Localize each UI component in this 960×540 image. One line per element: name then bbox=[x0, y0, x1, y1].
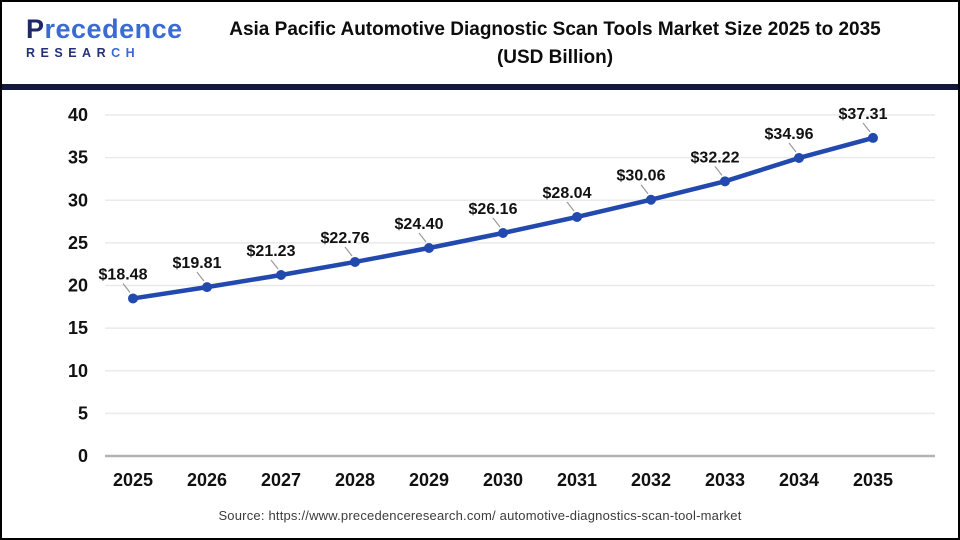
leader-line bbox=[862, 122, 871, 133]
data-point-label: $30.06 bbox=[617, 168, 666, 185]
leader-line bbox=[640, 184, 649, 195]
data-point-label: $37.31 bbox=[839, 106, 888, 123]
y-tick-label: 0 bbox=[78, 446, 88, 466]
leader-line bbox=[418, 232, 427, 243]
logo-wordmark-initial: P bbox=[26, 14, 45, 44]
title-line-2: (USD Billion) bbox=[496, 47, 614, 68]
data-point-label: $21.23 bbox=[247, 243, 296, 260]
trend-line bbox=[130, 135, 876, 301]
data-point-marker bbox=[498, 227, 508, 238]
chart-area: 0 5 10 15 20 25 30 35 40 2025 2026 2027 2028 2029 2030… bbox=[2, 90, 958, 506]
leader-line bbox=[566, 201, 575, 212]
y-tick-label: 30 bbox=[68, 190, 88, 210]
x-tick-label: 2033 bbox=[705, 470, 745, 490]
data-point-label: $34.96 bbox=[765, 126, 814, 143]
x-tick-label: 2035 bbox=[853, 470, 893, 490]
x-tick-label: 2025 bbox=[113, 470, 153, 490]
header-divider bbox=[2, 84, 958, 90]
x-tick-label: 2027 bbox=[261, 470, 301, 490]
leader-line bbox=[492, 217, 501, 228]
data-point-label: $19.81 bbox=[173, 255, 222, 272]
source-citation: Source: https://www.precedenceresearch.c… bbox=[218, 508, 742, 523]
data-point-label: $18.48 bbox=[99, 266, 148, 283]
y-tick-label: 20 bbox=[68, 276, 88, 296]
y-tick-label: 25 bbox=[68, 233, 88, 253]
logo-subtitle: RESEARCH bbox=[26, 46, 141, 60]
page-title: Asia Pacific Automotive Diagnostic Scan … bbox=[177, 16, 933, 72]
x-tick-label: 2026 bbox=[187, 470, 227, 490]
leader-line bbox=[788, 142, 797, 153]
data-point-label: $22.76 bbox=[321, 230, 370, 247]
data-point-marker bbox=[350, 256, 360, 267]
precedence-research-logo: Precedence RESEARCH bbox=[26, 16, 183, 60]
logo-wordmark: Precedence bbox=[26, 16, 183, 43]
leader-line bbox=[270, 259, 279, 270]
y-tick-label: 40 bbox=[68, 105, 88, 125]
leader-line bbox=[122, 283, 131, 293]
data-point-marker bbox=[794, 152, 804, 163]
data-point-label: $28.04 bbox=[543, 185, 592, 202]
data-point-label: $26.16 bbox=[469, 201, 518, 218]
x-tick-label: 2029 bbox=[409, 470, 449, 490]
data-point-marker bbox=[424, 242, 434, 253]
data-point-marker bbox=[128, 293, 138, 304]
leader-line bbox=[344, 246, 353, 257]
leader-line bbox=[196, 271, 205, 282]
x-tick-label: 2034 bbox=[779, 470, 819, 490]
data-point-label: $32.22 bbox=[691, 149, 740, 166]
y-tick-label: 5 bbox=[78, 403, 88, 423]
x-tick-label: 2030 bbox=[483, 470, 523, 490]
data-point-marker bbox=[572, 211, 582, 222]
data-point-marker bbox=[720, 176, 730, 187]
data-point-label: $24.40 bbox=[395, 216, 444, 233]
y-tick-label: 15 bbox=[68, 318, 88, 338]
data-point-marker bbox=[646, 194, 656, 205]
logo-wordmark-rest: recedence bbox=[44, 14, 183, 44]
x-tick-label: 2032 bbox=[631, 470, 671, 490]
data-point-marker bbox=[202, 282, 212, 293]
x-tick-label: 2031 bbox=[557, 470, 597, 490]
title-line-1: Asia Pacific Automotive Diagnostic Scan … bbox=[229, 19, 881, 40]
data-point-marker bbox=[868, 132, 878, 143]
data-point-marker bbox=[276, 270, 286, 281]
y-tick-label: 10 bbox=[68, 361, 88, 381]
x-tick-label: 2028 bbox=[335, 470, 375, 490]
y-tick-label: 35 bbox=[68, 148, 88, 168]
leader-line bbox=[714, 165, 723, 176]
header: Precedence RESEARCH Asia Pacific Automot… bbox=[2, 2, 958, 84]
